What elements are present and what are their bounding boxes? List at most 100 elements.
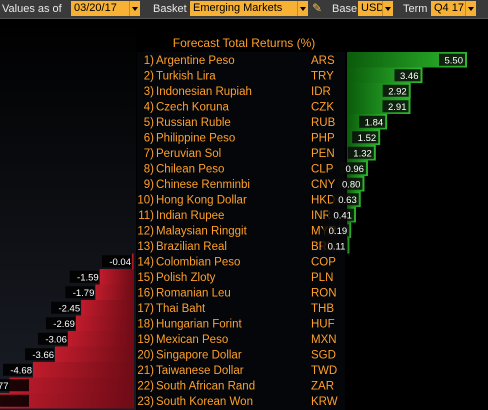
value-label-background bbox=[394, 69, 421, 82]
value-label-background bbox=[439, 53, 465, 66]
values-as-of-label: Values as of bbox=[2, 3, 62, 15]
currency-code-label: KRW bbox=[311, 396, 338, 408]
negative-return-bar bbox=[0, 393, 134, 409]
currency-name-label: Philippine Peso bbox=[156, 132, 235, 144]
currency-name-label: Russian Ruble bbox=[156, 117, 231, 129]
value-label: 0.41 bbox=[333, 210, 352, 221]
rank-label: 22) bbox=[137, 380, 154, 392]
rank-label: 3) bbox=[144, 86, 154, 98]
basket-select[interactable]: Emerging Markets bbox=[190, 1, 297, 16]
rank-label: 10) bbox=[137, 194, 154, 206]
value-label-background bbox=[37, 332, 67, 345]
rank-label: 16) bbox=[137, 287, 154, 299]
currency-name-label: Peruvian Sol bbox=[156, 148, 221, 160]
negative-return-bar bbox=[33, 362, 134, 378]
currency-name-label: Romanian Leu bbox=[156, 287, 231, 299]
currency-name-label: Polish Zloty bbox=[156, 272, 216, 284]
value-label: 0.11 bbox=[328, 241, 346, 252]
currency-name-label: Brazilian Real bbox=[156, 241, 227, 253]
value-label: 0.80 bbox=[342, 179, 361, 190]
value-label: 3.46 bbox=[400, 71, 419, 82]
value-label-background bbox=[323, 224, 350, 237]
center-panel-background bbox=[137, 52, 345, 410]
currency-name-label: Singapore Dollar bbox=[156, 349, 242, 361]
currency-code-label: THB bbox=[311, 303, 334, 315]
currency-name-label: Chilean Peso bbox=[156, 163, 224, 175]
value-label: 1.52 bbox=[358, 133, 377, 144]
value-label-background bbox=[102, 255, 131, 268]
value-label: -4.68 bbox=[10, 365, 32, 376]
rank-label: 5) bbox=[144, 117, 154, 129]
value-label: 5.50 bbox=[445, 55, 464, 66]
rank-label: 7) bbox=[144, 148, 154, 160]
currency-code-label: PLN bbox=[311, 272, 333, 284]
currency-code-label: PEN bbox=[311, 148, 335, 160]
negative-return-bar bbox=[95, 284, 134, 300]
value-label-background bbox=[339, 162, 366, 175]
value-label: -1.59 bbox=[77, 272, 99, 283]
currency-code-label: TWD bbox=[311, 365, 337, 377]
value-label-background bbox=[352, 131, 379, 144]
rank-label: 12) bbox=[137, 225, 154, 237]
currency-code-label: HUF bbox=[311, 318, 335, 330]
value-label-background bbox=[3, 363, 33, 376]
rank-label: 8) bbox=[144, 163, 154, 175]
currency-name-label: Indonesian Rupiah bbox=[156, 86, 252, 98]
positive-return-bar bbox=[347, 52, 467, 68]
value-label: -2.69 bbox=[53, 319, 75, 330]
currency-name-label: South African Rand bbox=[156, 380, 255, 392]
currency-name-label: Chinese Renminbi bbox=[156, 179, 250, 191]
currency-code-label: INR bbox=[311, 210, 331, 222]
date-field[interactable]: 03/20/17 bbox=[71, 1, 129, 16]
negative-return-bar bbox=[67, 331, 134, 347]
rank-label: 20) bbox=[137, 349, 154, 361]
term-dropdown-icon[interactable] bbox=[465, 1, 476, 16]
currency-code-label: CZK bbox=[311, 101, 334, 113]
currency-name-label: Colombian Peso bbox=[156, 256, 240, 268]
value-label-background bbox=[382, 84, 409, 97]
currency-code-label: MXN bbox=[311, 334, 337, 346]
currency-name-label: Malaysian Ringgit bbox=[156, 225, 248, 237]
currency-name-label: South Korean Won bbox=[156, 396, 253, 408]
rank-label: 2) bbox=[144, 70, 154, 82]
term-select[interactable]: Q4 17 bbox=[431, 1, 465, 16]
base-select[interactable]: USD bbox=[358, 1, 382, 16]
basket-dropdown-icon[interactable] bbox=[297, 1, 308, 16]
pencil-icon[interactable]: ✎ bbox=[312, 1, 323, 15]
positive-return-bar bbox=[347, 238, 350, 254]
value-label-background bbox=[0, 394, 29, 407]
rank-label: 23) bbox=[137, 396, 154, 408]
currency-name-label: Argentine Peso bbox=[156, 55, 235, 67]
currency-name-label: Hungarian Forint bbox=[156, 318, 242, 330]
value-label-background bbox=[65, 286, 95, 299]
negative-return-bar bbox=[81, 300, 134, 316]
value-label-background bbox=[321, 239, 348, 252]
rank-label: 13) bbox=[137, 241, 154, 253]
currency-code-label: CNY bbox=[311, 179, 336, 191]
value-label-background bbox=[382, 100, 409, 113]
date-dropdown-icon[interactable] bbox=[129, 1, 140, 16]
term-label: Term bbox=[403, 3, 428, 15]
value-label: 0.19 bbox=[329, 226, 348, 237]
value-label-background bbox=[336, 177, 363, 190]
negative-return-bar bbox=[132, 253, 134, 269]
negative-return-bar bbox=[75, 315, 134, 331]
currency-code-label: IDR bbox=[311, 86, 331, 98]
negative-return-bar bbox=[55, 346, 134, 362]
rank-label: 4) bbox=[144, 101, 154, 113]
value-label-background bbox=[347, 146, 374, 159]
currency-name-label: Hong Kong Dollar bbox=[156, 194, 247, 206]
currency-name-label: Taiwanese Dollar bbox=[156, 365, 244, 377]
value-label-background bbox=[332, 193, 359, 206]
currency-code-label: COP bbox=[311, 256, 336, 268]
value-label: 2.92 bbox=[388, 86, 407, 97]
base-dropdown-icon[interactable] bbox=[382, 1, 393, 16]
currency-name-label: Thai Baht bbox=[156, 303, 206, 315]
currency-name-label: Indian Rupee bbox=[156, 210, 224, 222]
currency-name-label: Turkish Lira bbox=[156, 70, 216, 82]
value-label-background bbox=[51, 301, 81, 314]
rank-label: 14) bbox=[137, 256, 154, 268]
currency-code-label: RUB bbox=[311, 117, 336, 129]
currency-code-label: ZAR bbox=[311, 380, 334, 392]
